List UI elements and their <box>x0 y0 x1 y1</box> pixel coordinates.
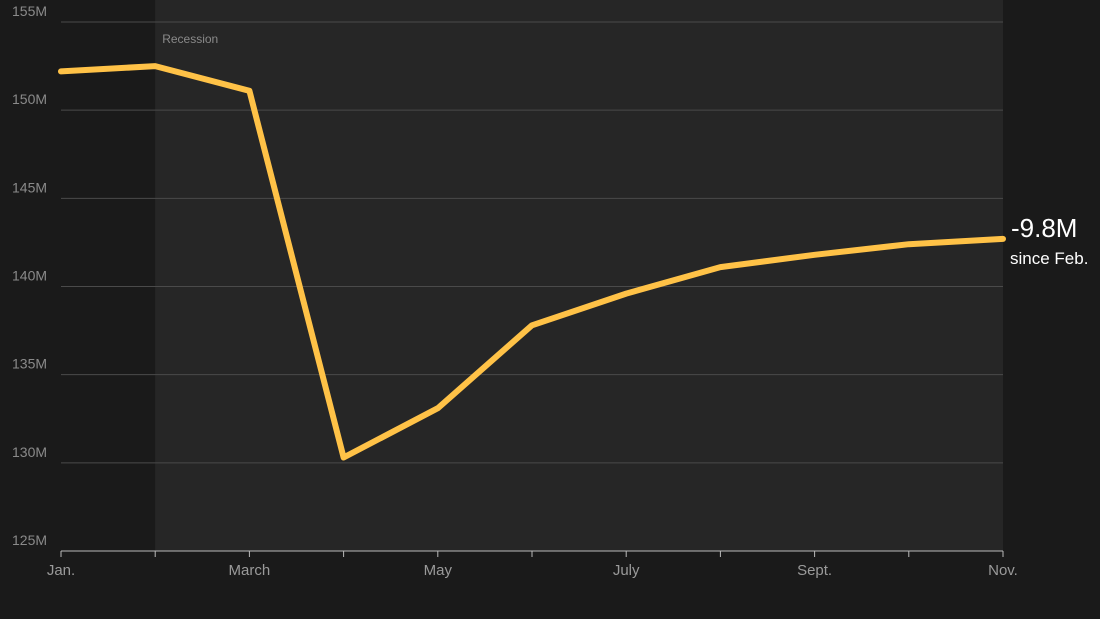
y-tick-label: 125M <box>12 532 47 548</box>
x-tick-label: March <box>229 562 271 579</box>
x-tick-label: Sept. <box>797 562 832 579</box>
x-tick-label: July <box>613 562 640 579</box>
x-tick-label: May <box>424 562 453 579</box>
x-axis-labels: Jan. March May July Sept. Nov. <box>47 562 1018 579</box>
y-tick-label: 130M <box>12 444 47 460</box>
gridlines <box>61 21 1003 464</box>
recession-band <box>155 0 1003 551</box>
x-tick-label: Nov. <box>988 562 1018 579</box>
y-tick-label: 150M <box>12 91 47 107</box>
x-tick-label: Jan. <box>47 562 75 579</box>
y-tick-label: 155M <box>12 3 47 19</box>
y-tick-label: 135M <box>12 356 47 372</box>
series-line <box>58 63 1006 461</box>
x-axis <box>60 550 1004 557</box>
end-value-annotation: -9.8M <box>1011 213 1077 243</box>
y-tick-label: 140M <box>12 268 47 284</box>
y-tick-label: 145M <box>12 179 47 195</box>
end-caption-annotation: since Feb. <box>1010 249 1088 268</box>
y-axis-labels: 125M 130M 135M 140M 145M 150M 155M <box>12 3 47 548</box>
recession-label: Recession <box>162 32 218 46</box>
